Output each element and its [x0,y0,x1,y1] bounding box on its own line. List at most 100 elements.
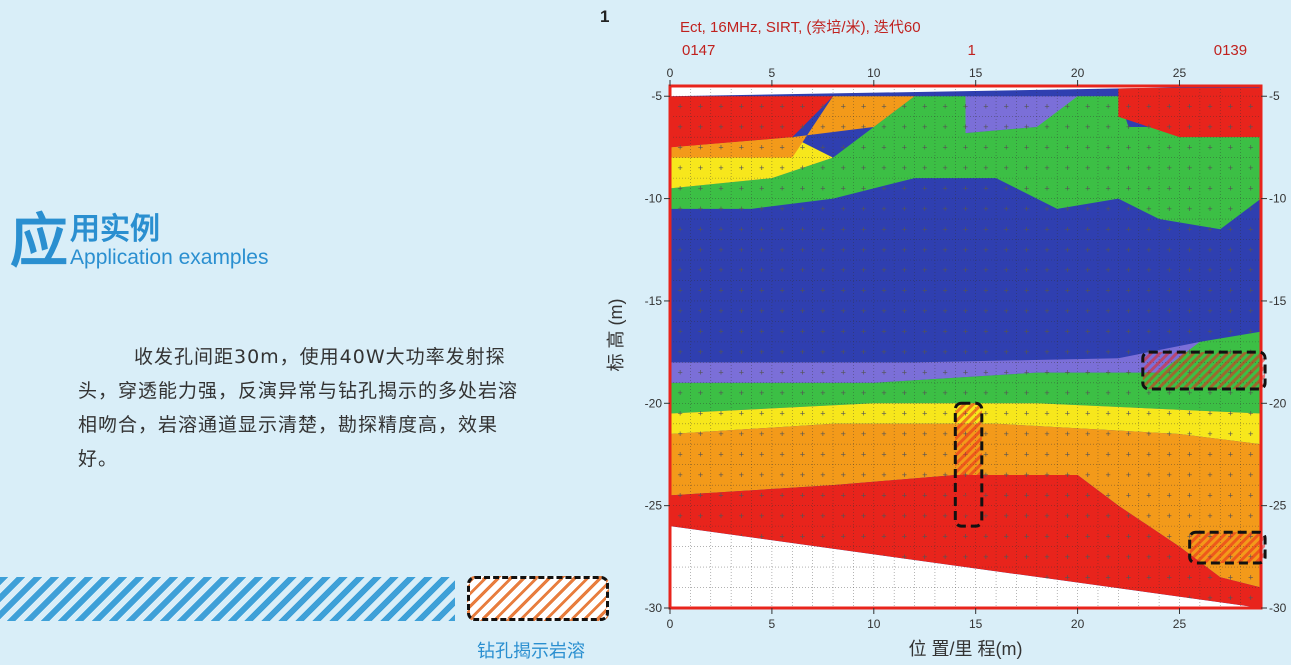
field-cross: + [1187,163,1192,173]
field-cross: + [759,224,764,234]
field-cross: + [1024,552,1029,562]
field-cross: + [739,122,744,132]
field-cross: + [1085,183,1090,193]
field-cross: + [1207,265,1212,275]
field-cross: + [861,101,866,111]
field-cross: + [861,531,866,541]
field-cross: + [1044,286,1049,296]
field-cross: + [1146,183,1151,193]
field-cross: + [1248,204,1253,214]
y-tick-label-right: -25 [1269,499,1287,513]
field-cross: + [1044,122,1049,132]
field-cross: + [841,306,846,316]
field-cross: + [942,470,947,480]
field-cross: + [1126,183,1131,193]
field-cross: + [841,265,846,275]
field-cross: + [902,470,907,480]
field-cross: + [1024,101,1029,111]
field-cross: + [1044,204,1049,214]
field-cross: + [861,163,866,173]
field-cross: + [942,183,947,193]
field-cross: + [718,183,723,193]
x-tick-label-bottom: 20 [1071,617,1085,631]
field-cross: + [820,531,825,541]
field-cross: + [1004,449,1009,459]
field-cross: + [698,142,703,152]
field-cross: + [942,245,947,255]
field-cross: + [1187,122,1192,132]
field-cross: + [820,327,825,337]
x-tick-label-bottom: 0 [667,617,674,631]
field-cross: + [1126,388,1131,398]
field-cross: + [1004,429,1009,439]
field-cross: + [678,163,683,173]
field-cross: + [881,265,886,275]
field-cross: + [678,122,683,132]
field-cross: + [1004,245,1009,255]
field-cross: + [678,511,683,521]
field-cross: + [963,265,968,275]
field-cross: + [1085,204,1090,214]
field-cross: + [1228,286,1233,296]
field-cross: + [1085,470,1090,480]
field-cross: + [698,122,703,132]
field-cross: + [922,327,927,337]
field-cross: + [1106,163,1111,173]
field-cross: + [902,531,907,541]
field-cross: + [1146,101,1151,111]
field-cross: + [678,388,683,398]
field-cross: + [820,245,825,255]
field-cross: + [800,101,805,111]
field-cross: + [1187,245,1192,255]
field-cross: + [779,122,784,132]
field-cross: + [963,122,968,132]
field-cross: + [759,265,764,275]
field-cross: + [1248,409,1253,419]
field-cross: + [1126,265,1131,275]
field-cross: + [1044,306,1049,316]
field-cross: + [1024,388,1029,398]
field-cross: + [1065,409,1070,419]
field-cross: + [983,101,988,111]
field-cross: + [1146,552,1151,562]
y-tick-label-left: -20 [645,396,663,410]
field-cross: + [779,183,784,193]
field-cross: + [983,142,988,152]
field-cross: + [1044,490,1049,500]
field-cross: + [983,511,988,521]
field-cross: + [841,286,846,296]
field-cross: + [841,142,846,152]
field-cross: + [1228,204,1233,214]
field-cross: + [678,429,683,439]
panel-number: 1 [600,7,609,26]
field-cross: + [1126,122,1131,132]
field-cross: + [1085,449,1090,459]
field-cross: + [1187,183,1192,193]
field-cross: + [861,368,866,378]
field-cross: + [902,142,907,152]
field-cross: + [1004,490,1009,500]
field-cross: + [759,449,764,459]
field-cross: + [800,163,805,173]
field-cross: + [1228,593,1233,603]
field-cross: + [1146,388,1151,398]
field-cross: + [881,224,886,234]
field-cross: + [1044,183,1049,193]
field-cross: + [1248,593,1253,603]
x-axis-label: 位 置/里 程(m) [909,639,1023,659]
field-cross: + [963,531,968,541]
field-cross: + [902,409,907,419]
field-cross: + [861,204,866,214]
field-cross: + [841,224,846,234]
field-cross: + [739,204,744,214]
heading-big-char: 应 [10,207,69,275]
field-cross: + [1228,388,1233,398]
field-cross: + [718,388,723,398]
field-cross: + [1228,327,1233,337]
field-cross: + [1065,572,1070,582]
field-cross: + [1044,368,1049,378]
field-cross: + [1207,245,1212,255]
field-cross: + [1167,470,1172,480]
field-cross: + [902,327,907,337]
field-cross: + [841,388,846,398]
